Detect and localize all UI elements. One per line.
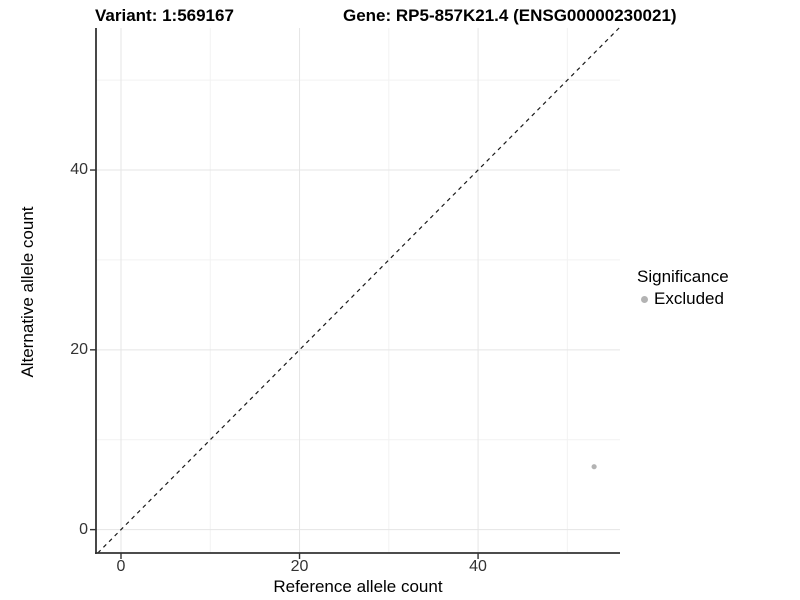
y-axis-title: Alternative allele count (18, 206, 37, 378)
y-tick-label: 20 (70, 340, 88, 358)
legend-title: Significance (637, 267, 729, 286)
x-axis-title: Reference allele count (273, 577, 443, 596)
y-tick-label: 40 (70, 161, 88, 179)
legend-item-label: Excluded (654, 289, 724, 308)
variant-title: Variant: 1:569167 (95, 6, 234, 25)
y-tick-label: 0 (79, 520, 88, 538)
legend: Significance Excluded (635, 266, 729, 310)
excluded-point-swatch-icon (641, 295, 648, 303)
x-tick-label: 0 (116, 558, 126, 575)
x-tick-label: 40 (469, 558, 487, 575)
legend-item-excluded: Excluded (635, 288, 729, 310)
data-point (591, 464, 597, 470)
identity-reference-line (97, 27, 620, 554)
x-tick-label: 20 (290, 558, 309, 575)
gene-title: Gene: RP5-857K21.4 (ENSG00000230021) (343, 6, 677, 25)
